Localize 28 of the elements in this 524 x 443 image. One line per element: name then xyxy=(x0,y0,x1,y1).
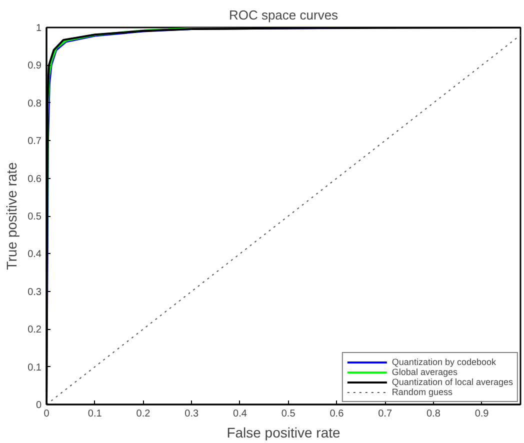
legend-label: Global averages xyxy=(392,367,458,377)
y-tick-label: 0.2 xyxy=(28,324,42,336)
x-tick-label: 0.2 xyxy=(136,408,151,420)
chart-title: ROC space curves xyxy=(228,8,339,22)
y-tick-label: 0 xyxy=(36,400,42,411)
x-tick-label: 0 xyxy=(44,408,50,420)
x-axis-title: False positive rate xyxy=(226,424,341,440)
legend-label: Random guess xyxy=(392,387,452,397)
x-tick-label: 0.6 xyxy=(330,408,344,420)
y-tick-label: 0.3 xyxy=(28,286,42,298)
y-tick-label: 0.6 xyxy=(28,174,42,185)
y-tick-label: 0.9 xyxy=(28,60,42,72)
y-tick-label: 0.8 xyxy=(28,98,42,110)
x-tick-label: 0.9 xyxy=(474,408,490,420)
x-tick-label: 0.5 xyxy=(281,408,296,420)
x-tick-label: 0.4 xyxy=(233,408,248,420)
x-tick-label: 0.3 xyxy=(184,408,199,420)
legend-label: Quantization of local averages xyxy=(392,377,513,387)
x-tick-label: 0.1 xyxy=(88,408,102,420)
y-tick-label: 0.4 xyxy=(28,249,42,260)
legend-label: Quantization by codebook xyxy=(392,357,496,367)
x-tick-label: 0.8 xyxy=(426,408,441,420)
y-axis-title: True positive rate xyxy=(4,162,20,270)
y-tick-label: 0.1 xyxy=(28,362,42,374)
y-tick-label: 1 xyxy=(36,23,42,34)
y-tick-label: 0.5 xyxy=(28,212,42,222)
y-tick-label: 0.7 xyxy=(28,136,42,148)
x-tick-label: 0.7 xyxy=(378,408,392,420)
